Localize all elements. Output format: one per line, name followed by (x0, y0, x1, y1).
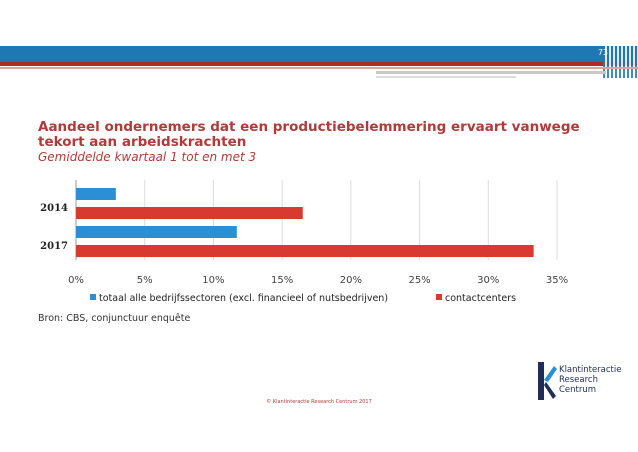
x-tick-label: 0% (68, 275, 84, 286)
x-tick-label: 20% (340, 275, 362, 286)
legend-label: contactcenters (445, 293, 516, 304)
x-tick-label: 35% (546, 275, 568, 286)
bar (76, 245, 534, 257)
x-tick-label: 30% (477, 275, 499, 286)
header-bar (0, 46, 638, 62)
bar (76, 226, 237, 238)
header-thin-line (0, 67, 638, 69)
logo-text: Klantinteractie Research Centrum (559, 365, 621, 395)
category-label: 2017 (40, 241, 68, 252)
logo-line: Centrum (559, 385, 597, 395)
klantinteractie-logo-icon (538, 362, 557, 400)
footer-copyright: © Klantinteractie Research Centrum 2017 (266, 399, 372, 405)
chart-subtitle: Gemiddelde kwartaal 1 tot en met 3 (38, 150, 257, 164)
x-tick-label: 10% (202, 275, 224, 286)
logo-line: Klantinteractie (559, 365, 622, 375)
bar (76, 188, 116, 200)
header-gray-line (376, 71, 606, 74)
chart-source: Bron: CBS, conjunctuur enquête (38, 313, 190, 324)
legend-swatch (90, 294, 96, 300)
legend-swatch (436, 294, 442, 300)
logo-line: Research (559, 375, 598, 385)
bar (76, 207, 303, 219)
x-tick-label: 5% (137, 275, 153, 286)
page-number: 73 (597, 48, 608, 57)
x-tick-label: 25% (408, 275, 430, 286)
x-tick-label: 15% (271, 275, 293, 286)
header-gray-line-short (376, 76, 516, 78)
header-accent-line (0, 62, 638, 66)
chart-title: Aandeel ondernemers dat een productiebel… (38, 119, 580, 150)
header-stripes (603, 46, 638, 78)
legend-label: totaal alle bedrijfssectoren (excl. fina… (99, 293, 388, 304)
category-label: 2014 (40, 203, 68, 214)
